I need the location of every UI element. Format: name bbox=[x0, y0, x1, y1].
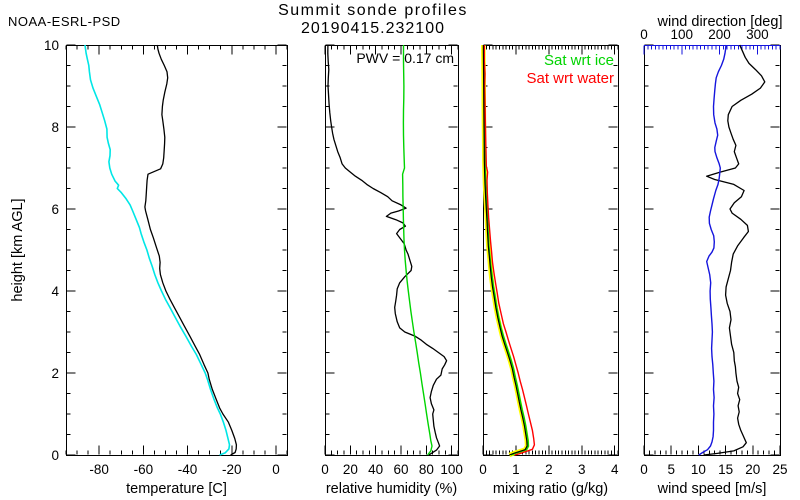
x-tick-label: -80 bbox=[89, 462, 109, 477]
panel-wind: 0 5 10 15 20 25 wind speed [m/s] 0 100 200 300wind… bbox=[640, 14, 787, 497]
top-axis-tick-label: 300 bbox=[746, 27, 769, 42]
y-tick-label: 6 bbox=[51, 202, 59, 217]
x-tick-label: 60 bbox=[393, 462, 408, 477]
series-mixing-ratio bbox=[482, 44, 528, 456]
y-tick-label: 10 bbox=[44, 38, 59, 53]
x-tick-label: 1 bbox=[512, 462, 520, 477]
x-axis-label-wind: wind speed [m/s] bbox=[657, 481, 767, 497]
x-tick-label: 10 bbox=[691, 462, 706, 477]
y-tick-label: 0 bbox=[51, 448, 59, 463]
x-axis-label-mixing-ratio: mixing ratio (g/kg) bbox=[493, 481, 608, 497]
series-relative-humidity bbox=[327, 44, 448, 456]
series-wind-direction bbox=[698, 44, 727, 456]
panel-humidity: 0 20 40 60 80 100 relative humidity (%) PWV = 0… bbox=[321, 44, 463, 497]
top-axis-tick-label: 100 bbox=[671, 27, 694, 42]
x-tick-label: -20 bbox=[222, 462, 242, 477]
x-tick-label: 100 bbox=[440, 462, 463, 477]
title-block: Summit sonde profiles 20190415.232100 bbox=[278, 2, 468, 38]
series-temperature bbox=[144, 44, 238, 456]
x-tick-label: 4 bbox=[611, 462, 619, 477]
x-tick-label: 0 bbox=[272, 462, 280, 477]
plot-frame bbox=[483, 45, 619, 456]
series-sat-wrt-water bbox=[483, 45, 536, 456]
x-tick-label: 0 bbox=[640, 462, 648, 477]
series-ice-saturation-rh bbox=[401, 45, 433, 456]
figure-subtitle: 20190415.232100 bbox=[300, 20, 446, 37]
x-tick-label: 80 bbox=[419, 462, 434, 477]
x-tick-label: 20 bbox=[745, 462, 760, 477]
x-tick-label: 3 bbox=[578, 462, 586, 477]
x-tick-label: 0 bbox=[479, 462, 487, 477]
y-axis-label: height [km AGL] bbox=[10, 198, 26, 301]
x-tick-label: -60 bbox=[134, 462, 154, 477]
x-tick-label: 5 bbox=[667, 462, 675, 477]
panel-temperature: -80 -60 -40 -20 0 temperature [C] 0 2 4 6 8 10 bbox=[44, 38, 288, 497]
y-tick-label: 2 bbox=[51, 366, 59, 381]
y-tick-label: 8 bbox=[51, 120, 59, 135]
plot-frame bbox=[325, 45, 459, 456]
source-label: NOAA-ESRL-PSD bbox=[8, 14, 121, 29]
series-frostpoint bbox=[84, 44, 231, 456]
figure-title: Summit sonde profiles bbox=[278, 2, 468, 19]
y-tick-label: 4 bbox=[51, 284, 59, 299]
x-tick-label: 25 bbox=[772, 462, 787, 477]
x-tick-label: 15 bbox=[718, 462, 733, 477]
x-tick-label: 0 bbox=[321, 462, 329, 477]
series-sat-wrt-ice bbox=[483, 44, 530, 456]
top-axis-tick-label: 200 bbox=[708, 27, 731, 42]
x-tick-label: 20 bbox=[343, 462, 358, 477]
top-axis-label: wind direction [deg] bbox=[657, 14, 783, 30]
x-axis-label-humidity: relative humidity (%) bbox=[326, 481, 457, 497]
top-axis-tick-label: 0 bbox=[640, 27, 648, 42]
series-wind-speed bbox=[703, 44, 766, 456]
x-tick-label: 40 bbox=[368, 462, 383, 477]
x-axis-label-temperature: temperature [C] bbox=[126, 481, 227, 497]
annotation-pwv: PWV = 0.17 cm bbox=[356, 50, 454, 66]
annotation-legend-sat-wrt-water: Sat wrt water bbox=[526, 70, 614, 87]
x-tick-label: -40 bbox=[178, 462, 198, 477]
x-tick-label: 2 bbox=[545, 462, 553, 477]
annotation-legend-sat-wrt-ice: Sat wrt ice bbox=[544, 52, 614, 69]
